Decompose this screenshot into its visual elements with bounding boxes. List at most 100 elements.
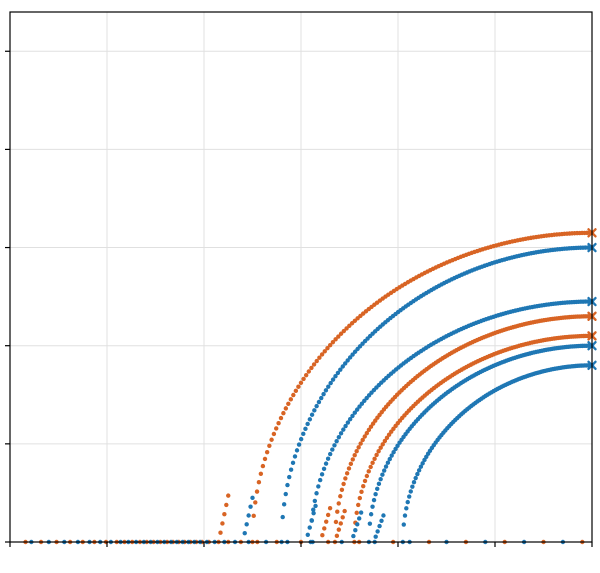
curve-dot — [377, 482, 381, 486]
curve-dot — [373, 492, 377, 496]
curve-dot — [261, 464, 265, 468]
curve-dot — [368, 465, 372, 469]
curve-dot — [370, 504, 374, 508]
curve-dot — [413, 476, 417, 480]
curve-dot — [246, 513, 250, 517]
curve-dot — [351, 534, 355, 538]
curve-dot — [267, 444, 271, 448]
curve-dot — [415, 472, 419, 476]
curve-dot — [320, 533, 324, 537]
curve-dot — [293, 454, 297, 458]
curve-dot — [353, 453, 357, 457]
curve-dot — [281, 515, 285, 519]
curve-dot — [373, 535, 377, 539]
curve-dot — [224, 503, 228, 507]
curve-dot — [316, 484, 320, 488]
curve-dot — [340, 488, 344, 492]
curve-dot — [319, 396, 323, 400]
curve-dot — [378, 477, 382, 481]
curve-dot — [272, 432, 276, 436]
curve-dot — [412, 480, 416, 484]
curve-dot — [324, 388, 328, 392]
curve-dot — [322, 526, 326, 530]
curve-dot — [338, 494, 342, 498]
curve-dot — [326, 457, 330, 461]
curve-dot — [226, 493, 230, 497]
curve-dot — [384, 464, 388, 468]
curve-dot — [284, 406, 288, 410]
curve-dot — [367, 469, 371, 473]
curve-dot — [402, 522, 406, 526]
curve-dot — [295, 448, 299, 452]
curve-dot — [309, 366, 313, 370]
curve-dot — [310, 518, 314, 522]
curve-dot — [351, 457, 355, 461]
curve-dot — [377, 524, 381, 528]
curve-dot — [341, 515, 345, 519]
curve-dot — [328, 506, 332, 510]
curve-dot — [324, 519, 328, 523]
curve-dot — [379, 519, 383, 523]
curve-dot — [324, 461, 328, 465]
curve-dot — [296, 385, 300, 389]
curve-dot — [318, 478, 322, 482]
curve-dot — [330, 447, 334, 451]
curve-dot — [259, 472, 263, 476]
curve-dot — [286, 402, 290, 406]
curve-dot — [308, 525, 312, 529]
curve-dot — [406, 500, 410, 504]
curve-dot — [297, 442, 301, 446]
curve-dot — [304, 373, 308, 377]
curve-dot — [289, 467, 293, 471]
curve-dot — [347, 466, 351, 470]
curve-dot — [345, 471, 349, 475]
curve-dot — [291, 393, 295, 397]
curve-dot — [404, 506, 408, 510]
curve-dot — [287, 475, 291, 479]
curve-dot — [334, 439, 338, 443]
curve-dot — [337, 435, 341, 439]
curve-dot — [276, 421, 280, 425]
curve-dot — [269, 438, 273, 442]
curve-dot — [339, 521, 343, 525]
curve-dot — [409, 489, 413, 493]
curve-dot — [314, 491, 318, 495]
curve-dot — [374, 453, 378, 457]
curve-dot — [313, 499, 317, 503]
curve-dot — [218, 531, 222, 535]
curve-dot — [353, 528, 357, 532]
curve-dot — [363, 479, 367, 483]
curve-dot — [355, 511, 359, 515]
curve-dot — [339, 431, 343, 435]
curve-dot — [243, 531, 247, 535]
curve-dot — [244, 522, 248, 526]
curve-dot — [317, 400, 321, 404]
curve-dot — [289, 397, 293, 401]
curve-dot — [334, 520, 338, 524]
scatter-chart — [0, 0, 600, 573]
curve-dot — [356, 445, 360, 449]
curve-dot — [274, 426, 278, 430]
curve-dot — [305, 422, 309, 426]
curve-dot — [250, 496, 254, 500]
curve-dot — [342, 509, 346, 513]
curve-dot — [257, 480, 261, 484]
curve-dot — [381, 513, 385, 517]
curve-dot — [301, 377, 305, 381]
curve-dot — [410, 484, 414, 488]
curve-dot — [372, 498, 376, 502]
curve-dot — [263, 457, 267, 461]
curve-dot — [368, 521, 372, 525]
curve-dot — [307, 369, 311, 373]
curve-dot — [337, 501, 341, 505]
curve-dot — [314, 404, 318, 408]
curve-dot — [372, 457, 376, 461]
curve-dot — [308, 417, 312, 421]
curve-dot — [335, 534, 339, 538]
curve-dot — [301, 432, 305, 436]
curve-dot — [321, 392, 325, 396]
curve-dot — [281, 411, 285, 415]
curve-dot — [294, 389, 298, 393]
curve-dot — [356, 503, 360, 507]
curve-dot — [291, 461, 295, 465]
